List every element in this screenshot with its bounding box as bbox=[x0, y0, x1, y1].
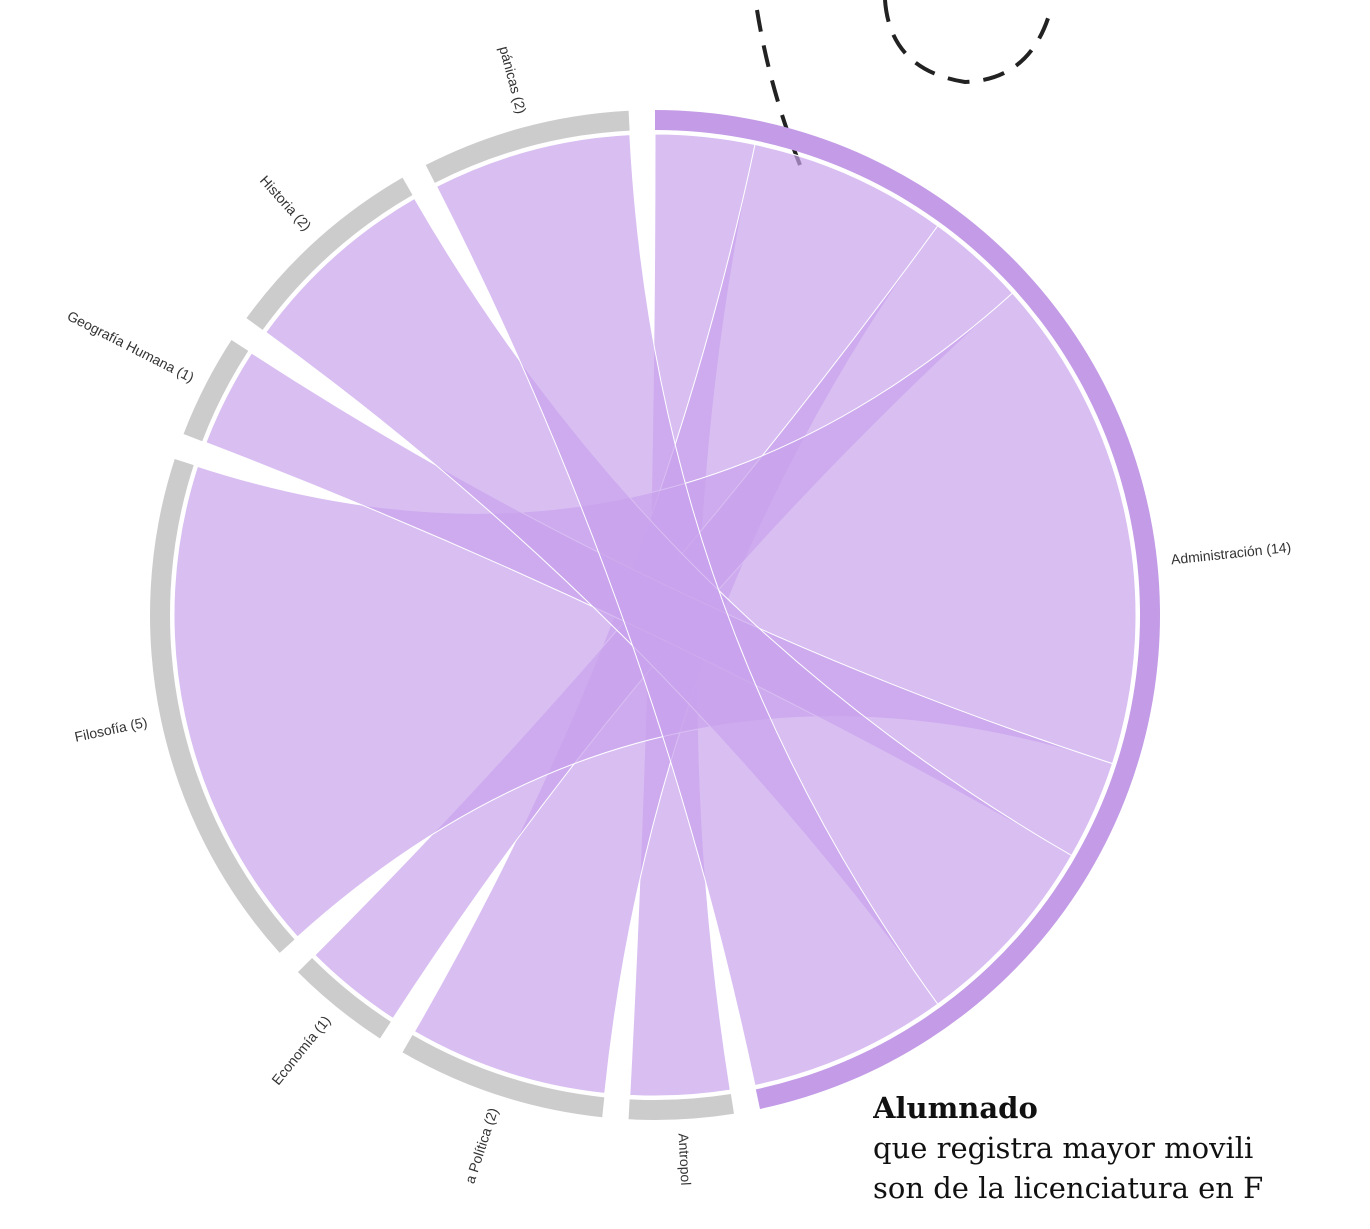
group-arc bbox=[246, 177, 413, 330]
group-label: Geografía Humana (1) bbox=[65, 308, 197, 386]
group-arc bbox=[183, 339, 249, 442]
group-label: Administración (14) bbox=[1170, 539, 1292, 568]
group-arc bbox=[297, 957, 391, 1039]
group-arc bbox=[402, 1035, 605, 1118]
text-line: que registra mayor movili bbox=[873, 1131, 1254, 1165]
group-label: pánicas (2) bbox=[496, 44, 529, 115]
group-label: Historia (2) bbox=[257, 172, 315, 234]
group-arc bbox=[149, 458, 295, 953]
group-arc bbox=[628, 1094, 734, 1120]
decor-line bbox=[883, 0, 1052, 85]
heading: Alumnado bbox=[873, 1091, 1038, 1125]
decor-line bbox=[755, 9, 802, 166]
group-label: Filosofía (5) bbox=[73, 714, 149, 745]
group-arc bbox=[425, 110, 630, 183]
text-line: son de la licenciatura en F bbox=[873, 1171, 1264, 1205]
group-label: Economía (1) bbox=[268, 1012, 333, 1087]
chord bbox=[435, 134, 939, 1087]
group-label: a Política (2) bbox=[461, 1106, 501, 1186]
text-block: Alumnado que registra mayor movili son d… bbox=[873, 1088, 1370, 1208]
group-label: Antropol bbox=[675, 1133, 694, 1186]
